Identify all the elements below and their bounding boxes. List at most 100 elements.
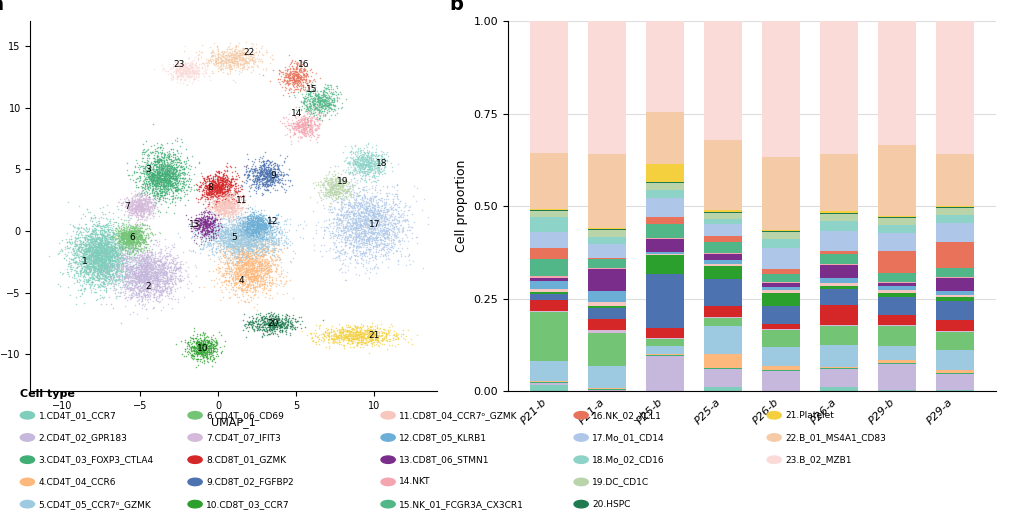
- Point: [134, 206, 150, 214]
- Point: [167, 280, 183, 289]
- Point: [326, 105, 342, 113]
- Point: [162, 258, 178, 267]
- Point: [126, 233, 142, 241]
- Point: [204, 230, 220, 238]
- Point: [268, 170, 284, 179]
- Point: [144, 269, 161, 278]
- Point: [227, 249, 243, 257]
- Point: [246, 171, 262, 179]
- Point: [249, 263, 265, 271]
- Point: [257, 228, 273, 236]
- Point: [85, 262, 102, 271]
- Point: [198, 203, 214, 211]
- Point: [195, 211, 211, 220]
- Point: [94, 266, 111, 275]
- Point: [327, 211, 343, 220]
- Point: [168, 67, 184, 76]
- Point: [300, 123, 316, 131]
- Point: [165, 188, 181, 196]
- Point: [239, 221, 255, 229]
- Point: [100, 259, 116, 267]
- Point: [366, 171, 382, 180]
- Point: [256, 224, 272, 233]
- Point: [85, 284, 102, 292]
- Point: [290, 122, 306, 131]
- Point: [324, 174, 340, 183]
- Bar: [878, 286, 915, 290]
- Point: [125, 256, 141, 264]
- Point: [241, 218, 257, 226]
- Point: [148, 287, 165, 295]
- Point: [245, 260, 261, 268]
- Bar: [762, 293, 800, 306]
- Point: [204, 48, 220, 57]
- Point: [117, 243, 133, 251]
- Point: [86, 233, 103, 242]
- Point: [137, 267, 153, 275]
- Point: [358, 334, 374, 342]
- Point: [285, 88, 302, 96]
- Point: [210, 232, 227, 240]
- Point: [196, 359, 212, 368]
- Point: [208, 189, 225, 198]
- Point: [248, 309, 264, 318]
- Point: [176, 178, 192, 187]
- Point: [92, 240, 109, 248]
- Point: [252, 225, 268, 233]
- Point: [287, 130, 303, 139]
- Point: [80, 240, 97, 249]
- Point: [88, 256, 105, 264]
- Point: [375, 232, 391, 241]
- Point: [194, 224, 210, 233]
- Point: [266, 259, 282, 268]
- Point: [388, 230, 404, 238]
- Point: [270, 161, 287, 169]
- Point: [134, 207, 150, 215]
- Point: [272, 170, 289, 179]
- Point: [207, 186, 224, 195]
- Point: [324, 322, 340, 330]
- Point: [326, 188, 342, 197]
- Point: [308, 69, 324, 77]
- Point: [147, 281, 164, 290]
- Point: [319, 88, 335, 97]
- Point: [350, 223, 366, 231]
- Point: [293, 122, 309, 131]
- Point: [301, 102, 317, 111]
- Point: [119, 230, 135, 238]
- Point: [353, 251, 369, 259]
- Point: [246, 227, 262, 236]
- Point: [260, 222, 276, 230]
- Point: [128, 258, 144, 266]
- Point: [183, 68, 199, 76]
- Point: [139, 248, 155, 257]
- Point: [252, 233, 268, 242]
- Point: [296, 114, 312, 123]
- Point: [374, 336, 390, 345]
- Point: [285, 76, 302, 84]
- Point: [210, 186, 227, 194]
- Point: [305, 112, 321, 120]
- Point: [172, 232, 188, 241]
- Point: [115, 229, 131, 237]
- Point: [209, 182, 226, 190]
- Point: [134, 270, 150, 279]
- Point: [152, 283, 169, 291]
- Point: [206, 188, 223, 197]
- Point: [254, 230, 270, 239]
- Point: [169, 191, 185, 199]
- Point: [212, 176, 229, 184]
- Point: [228, 211, 244, 219]
- Point: [220, 195, 237, 204]
- Point: [132, 250, 148, 259]
- Point: [217, 214, 234, 223]
- Point: [209, 190, 226, 198]
- Point: [101, 220, 117, 229]
- Point: [105, 244, 121, 252]
- Point: [310, 115, 326, 124]
- Point: [230, 279, 246, 287]
- Point: [127, 245, 143, 254]
- Point: [111, 231, 127, 240]
- Point: [202, 181, 218, 190]
- Point: [184, 67, 200, 75]
